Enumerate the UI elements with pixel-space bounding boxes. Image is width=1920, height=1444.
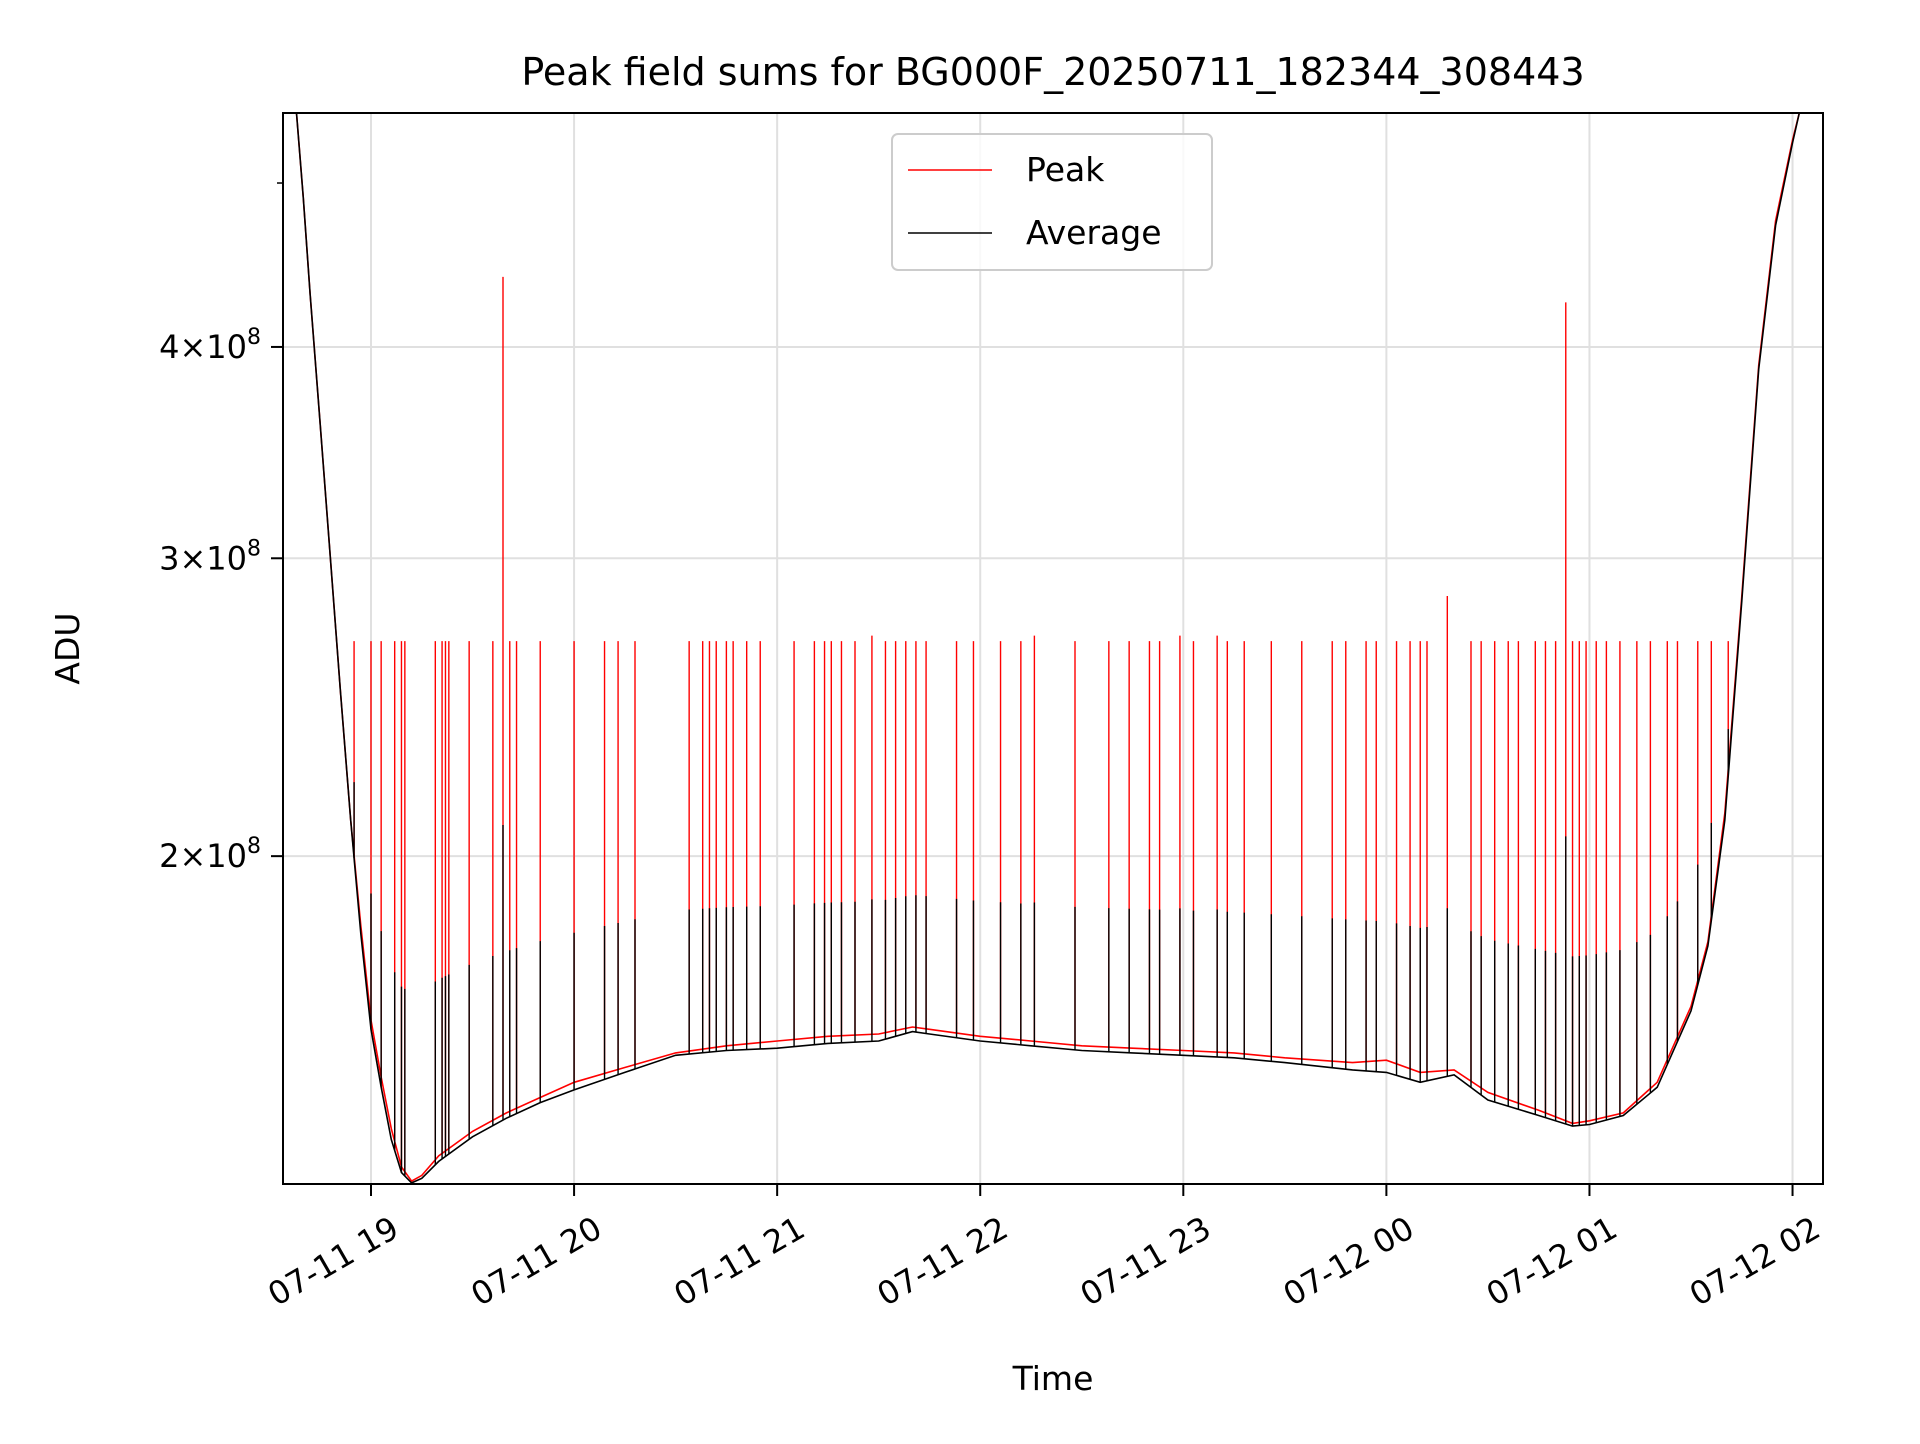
y-tick-label-base: 2 (159, 837, 179, 875)
y-axis-label: ADU (48, 612, 87, 684)
y-tick-label-exponent: 8 (247, 536, 261, 561)
y-tick-label: 2×108 (159, 834, 261, 875)
series-line-peak (295, 113, 1801, 1183)
y-tick-label-exponent: 8 (247, 325, 261, 350)
x-axis-label: Time (1012, 1359, 1094, 1398)
legend: Peak Average (891, 133, 1213, 271)
y-tick-label: 3×108 (159, 536, 261, 577)
series-line-average (295, 113, 1801, 1184)
y-tick-label: 4×108 (159, 325, 261, 366)
y-tick-label-exponent: 8 (247, 834, 261, 859)
y-tick-label-base: 4 (159, 328, 179, 366)
legend-label-peak: Peak (1026, 150, 1105, 189)
chart-title: Peak field sums for BG000F_20250711_1823… (521, 50, 1584, 94)
series-layer (295, 113, 1801, 1184)
y-tick-label-base: 3 (159, 539, 179, 577)
plot-frame (282, 112, 1824, 1185)
legend-label-average: Average (1026, 213, 1162, 252)
legend-box (891, 133, 1213, 271)
